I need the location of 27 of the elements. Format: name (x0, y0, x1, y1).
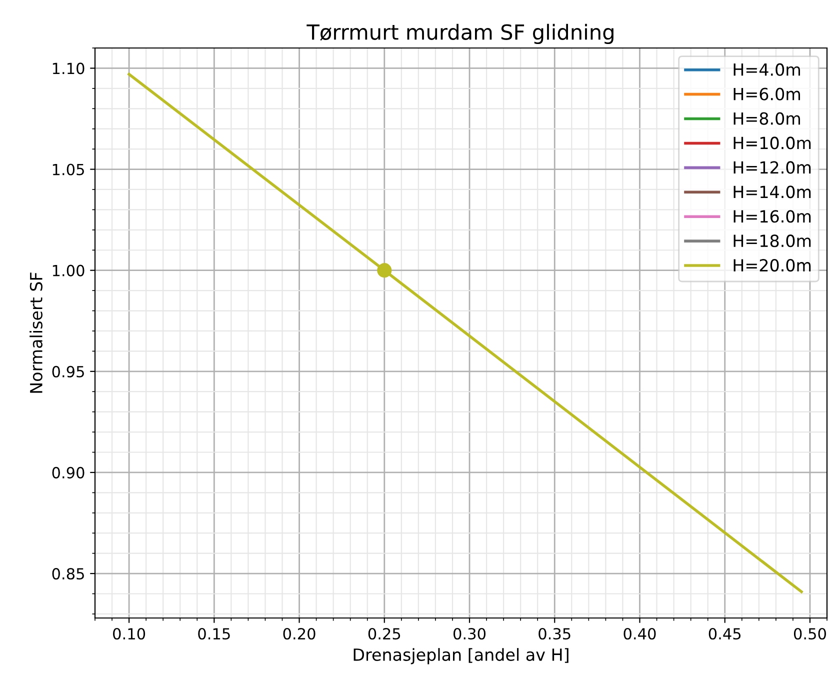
legend-label: H=16.0m (734, 210, 811, 223)
legend-label: H=12.0m (734, 161, 811, 174)
legend-label: H=14.0m (734, 186, 811, 198)
x-tick-label: 0.25 (368, 628, 400, 640)
legend-label: H=20.0m (734, 259, 811, 272)
legend-label: H=18.0m (734, 234, 811, 248)
x-tick-label: 0.15 (198, 628, 230, 640)
chart-title: Tørrmurt murdam SF glidning (306, 24, 614, 44)
x-tick-label: 0.35 (538, 628, 570, 640)
y-tick-label: 1.00 (52, 264, 84, 276)
legend-label: H=4.0m (734, 63, 800, 76)
y-axis-title: Normalisert SF (30, 272, 42, 393)
y-tick-label: 0.85 (52, 568, 84, 580)
y-tick-label: 0.90 (52, 466, 84, 478)
legend-label: H=8.0m (734, 112, 800, 125)
x-tick-label: 0.30 (454, 628, 486, 640)
legend-label: H=10.0m (734, 136, 811, 150)
y-tick-label: 0.95 (52, 366, 84, 378)
x-tick-label: 0.50 (794, 628, 826, 640)
x-tick-label: 0.20 (283, 628, 316, 640)
x-tick-label: 0.10 (113, 628, 146, 640)
legend-label: H=6.0m (734, 88, 800, 100)
x-tick-label: 0.45 (708, 628, 741, 640)
y-tick-label: 1.05 (52, 164, 84, 176)
y-tick-label: 1.10 (52, 62, 84, 74)
x-tick-label: 0.40 (624, 628, 656, 640)
x-axis-title: Drenasjeplan [andel av H] (354, 648, 568, 664)
